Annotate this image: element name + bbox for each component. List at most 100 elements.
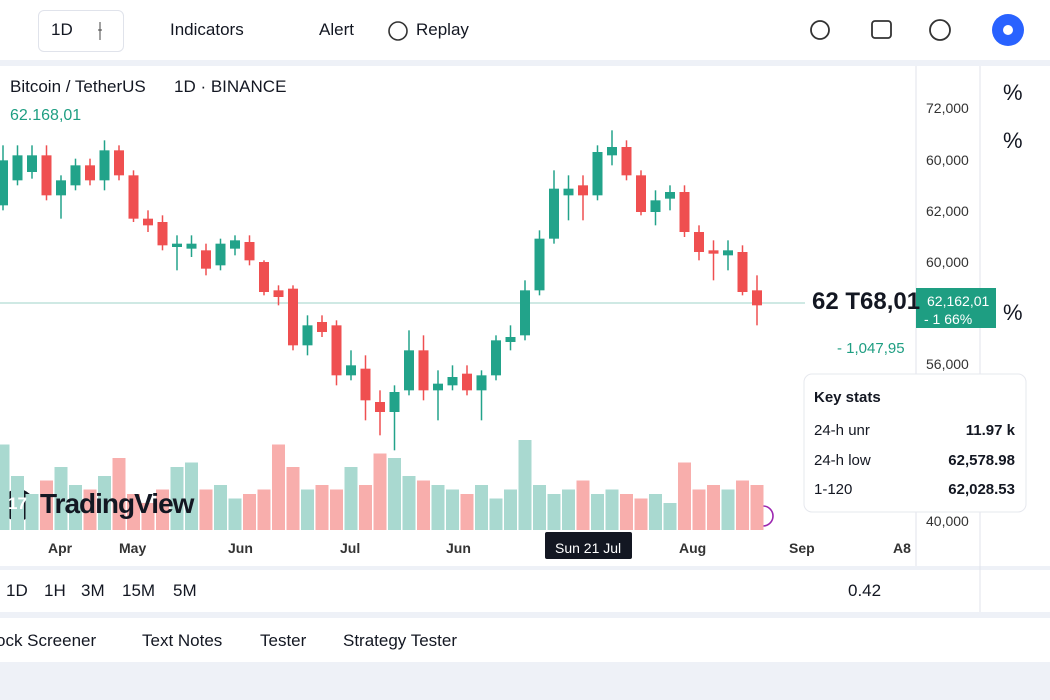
menu-icon[interactable] [929,19,951,41]
candle-body [85,165,95,181]
sidebar-tool[interactable]: % [1003,128,1023,153]
stat-label: 1-120 [814,481,853,498]
volume-bar [185,462,198,530]
candle-body [723,250,733,256]
toolbar-button[interactable]: Replay [416,20,469,39]
candle-body [404,350,414,391]
tab[interactable]: Tester [260,631,307,650]
volume-bar [707,485,720,530]
scale-value: 0.42 [848,581,882,600]
y-tick-label: 62,000 [926,203,969,219]
stat-value: 62,028.53 [948,481,1015,498]
candle-body [650,200,661,212]
volume-bar [692,489,706,530]
range-button[interactable]: 3M [81,581,105,600]
volume-bar [199,489,213,530]
sidebar-tool[interactable]: % [1003,300,1023,325]
volume-bar [359,485,372,530]
candle-body [317,322,327,332]
volume-bar [214,485,227,530]
x-tick-label: Jun [446,540,471,556]
zoom-icon[interactable] [810,20,830,40]
volume-bar [243,494,256,530]
volume-bar [721,489,735,530]
stat-value: 11.97 k [965,422,1015,439]
y-tick-label: 60,000 [926,254,969,270]
volume-bar [228,498,242,530]
top-bar [0,0,1050,60]
candle-body [462,373,472,391]
range-bar [0,570,1050,612]
volume-bar [0,444,10,530]
candle-body [389,392,400,412]
x-tick-label: A8 [893,540,911,556]
volume-bar [446,489,459,530]
sidebar-tool[interactable]: % [1003,80,1023,105]
tab[interactable]: Text Notes [142,631,223,650]
key-stats-card [803,373,1027,513]
key-stats-title: Key stats [814,389,881,406]
candle-body [549,188,559,239]
camera-icon[interactable] [871,20,892,39]
volume-bar [344,467,358,530]
candle-body [41,155,52,196]
volume-bar [127,494,140,530]
candle-body [157,222,168,246]
icon [98,22,102,40]
candle-body [665,192,675,199]
volume-bar [518,440,532,530]
candle-body [578,185,588,196]
candle-body [679,192,690,232]
candle-body [375,402,385,412]
volume-bar [83,489,97,530]
volume-bar [54,467,68,530]
candle-body [0,160,8,206]
volume-bar [11,476,24,530]
interval-select[interactable]: 1D [51,20,73,39]
stat-label: 24-h low [814,452,871,469]
symbol-interval: 1D · BINANCE [174,77,287,96]
volume-bar [141,503,155,530]
candle-body [56,180,66,196]
last-price: 62 T68,01 [812,288,921,315]
volume-bar [460,494,474,530]
volume-bar [634,498,648,530]
volume-bar [257,489,271,530]
tab[interactable]: ock Screener [0,631,97,650]
toolbar-button[interactable]: Alert [319,20,354,39]
range-button[interactable]: 1D [6,581,28,600]
y-tick-label: 56,000 [926,356,969,372]
candle-body [302,325,313,346]
range-button[interactable]: 1H [44,581,66,600]
volume-bar [591,494,604,530]
candle-body [534,238,545,291]
candle-body [694,232,704,252]
candle-body [27,155,37,172]
volume-bar [678,462,691,530]
interval-box[interactable] [38,10,124,52]
x-tick-label: Sun 21 Jul [555,540,622,556]
tab[interactable]: Strategy Tester [343,631,458,650]
candle-body [273,290,284,297]
volume-bar [417,480,430,530]
replay-icon[interactable] [388,21,408,41]
symbol-name: Bitcoin / TetherUS [10,77,146,96]
candle-body [737,252,748,292]
volume-bar [112,458,126,530]
range-button[interactable]: 5M [173,581,197,600]
volume-bar [388,458,401,530]
volume-bar [504,489,517,530]
volume-bar [750,485,764,530]
volume-bar [547,494,561,530]
current-price: 62.168,01 [10,107,82,124]
price-change: - 1,047,95 [837,340,905,357]
candle-body [607,147,617,156]
range-button[interactable]: 15M [122,581,156,600]
candle-body [447,377,458,386]
volume-bar [286,467,300,530]
x-tick-label: Aug [679,540,707,556]
volume-bar [576,480,590,530]
volume-bar [402,476,416,530]
toolbar-button[interactable]: Indicators [170,20,244,39]
